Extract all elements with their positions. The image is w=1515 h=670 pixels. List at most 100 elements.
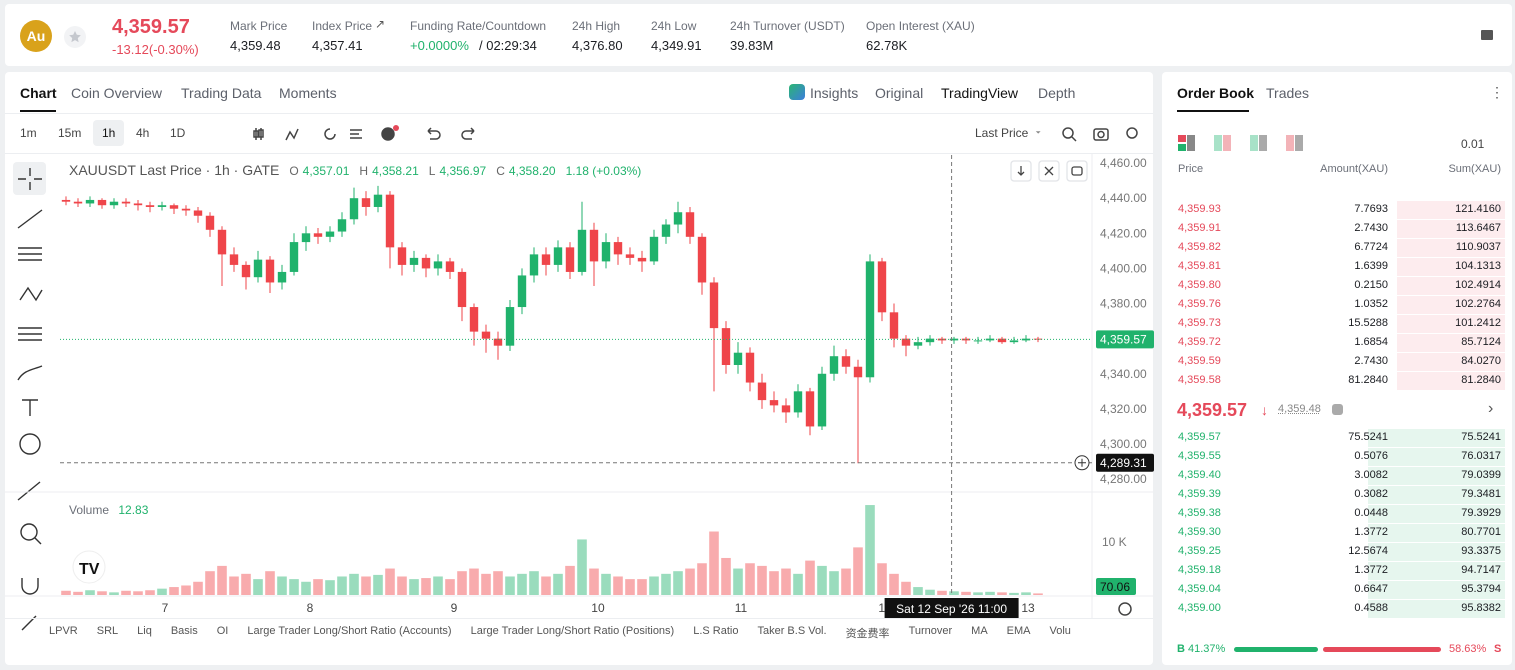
volume-bar [409,579,419,595]
ask-cell: 102.2764 [1455,298,1501,310]
chart-controls[interactable] [1010,160,1094,182]
volume-bar [169,587,179,595]
volume-bar [829,571,839,595]
y-tick-label: 4,320.00 [1100,402,1147,416]
volume-bar [661,573,671,595]
volume-bar [493,571,503,595]
candle-body [361,198,371,207]
candle-body [421,257,431,269]
drawing-toolbar[interactable] [12,160,52,640]
indicator: Turnover [908,625,953,637]
volume-bar [649,576,659,595]
view-tab[interactable]: Original [875,85,924,101]
volume-bar [457,571,467,595]
ask-cell: 1.6399 [1354,260,1388,272]
volume-bar [337,576,347,595]
interval[interactable]: 15m [58,126,82,140]
ask-cell: 4,359.81 [1178,260,1221,272]
volume-bar [469,568,479,595]
bid-depth [1368,581,1505,599]
legend-value: 4,357.01 [302,164,350,178]
volume-bar [433,576,443,595]
stat-value: 4,359.48 [230,38,281,53]
chart-tools[interactable] [250,124,490,144]
ask-cell: 4,359.76 [1178,298,1221,310]
symbol-icon: Au [20,20,52,52]
ask-cell: 15.5288 [1348,317,1388,329]
book-layouts[interactable] [1178,135,1308,151]
interval[interactable]: 1D [170,126,186,140]
candle-body [493,338,503,346]
bid-cell: 12.5674 [1348,545,1388,557]
bid-cell: 95.8382 [1461,602,1501,614]
ask-cell: 1.0352 [1354,298,1388,310]
book-menu[interactable]: ⋮ [1490,84,1504,100]
last-price-box [1096,330,1154,349]
chart-tab[interactable]: Coin Overview [71,85,163,101]
bid-cell: 4,359.39 [1178,488,1221,500]
volume-bar [421,578,431,595]
x-tick-label: 11 [735,601,748,615]
column-header: Sum(XAU) [1448,163,1501,175]
candle-body [505,307,515,346]
book-tab[interactable]: Order Book [1177,85,1255,101]
candle-body [685,212,695,237]
candle-body [673,212,683,225]
volume-last-label: 70.06 [1100,580,1130,594]
mid-price: 4,359.57 [1177,400,1248,420]
ask-depth [1397,220,1505,238]
volume-value: 12.83 [118,503,149,517]
indicator: Large Trader Long/Short Ratio (Positions… [470,625,675,637]
book-tab[interactable]: Trades [1266,85,1310,101]
ask-cell: 4,359.72 [1178,336,1221,348]
expand[interactable]: › [1488,400,1494,417]
chart-legend: XAUUSDT Last Price · 1h · GATE O 4,357.01 H… [69,162,641,178]
volume-bar [517,573,527,595]
shield [1332,404,1343,415]
candle-body [529,254,539,276]
candle-body [973,340,983,342]
candle-body [517,275,527,308]
view-tab[interactable]: TradingView [941,85,1019,101]
view-tab[interactable]: Depth [1038,85,1076,101]
ask-depth [1397,353,1505,371]
indicator: Volu [1049,625,1071,637]
bid-depth [1368,486,1505,504]
candle-body [793,391,803,413]
bid-cell: 95.3794 [1461,583,1501,595]
price-type[interactable]: Last Price [975,126,1029,140]
bid-cell: 93.3375 [1461,545,1501,557]
view-tab[interactable]: Insights [810,85,859,101]
ask-depth [1397,296,1505,314]
candle-body [877,261,887,313]
volume-bar [673,571,683,595]
candle-body [1009,340,1019,343]
y-tick-label: 4,440.00 [1100,191,1147,205]
y-tick-label: 4,380.00 [1100,297,1147,311]
interval[interactable]: 1h [93,120,125,146]
chart-tab[interactable]: Moments [279,85,337,101]
chart-tab[interactable]: Trading Data [181,85,262,101]
volume-bar [589,568,599,595]
stat-label: 24h Low [651,19,697,33]
chart-tab[interactable]: Chart [20,85,57,101]
volume-bar [553,573,563,595]
candle-body [409,257,419,265]
ask-cell: 4,359.73 [1178,317,1221,329]
precision[interactable]: 0.01 [1461,137,1485,151]
stat-value: 4,376.80 [572,38,623,53]
menu-icon[interactable] [1480,28,1494,42]
ask-cell: 4,359.59 [1178,355,1221,367]
legend-key: C [496,164,505,178]
chart-actions[interactable] [1034,124,1144,144]
ask-cell: 1.6854 [1354,336,1388,348]
interval[interactable]: 1m [20,126,37,140]
favorite[interactable] [64,26,86,48]
candle-body [229,254,239,265]
candle-body [637,257,647,262]
interval[interactable]: 4h [136,126,150,140]
buy-label: B [1177,643,1185,655]
volume-bar [373,574,383,595]
volume-bar [577,539,587,595]
column-header: Price [1178,163,1204,175]
